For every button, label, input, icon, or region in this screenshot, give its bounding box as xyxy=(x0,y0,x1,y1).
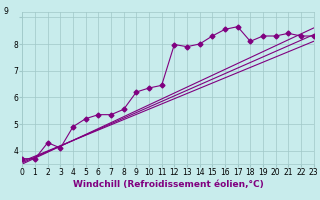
X-axis label: Windchill (Refroidissement éolien,°C): Windchill (Refroidissement éolien,°C) xyxy=(73,180,263,189)
Text: 9: 9 xyxy=(3,7,8,17)
